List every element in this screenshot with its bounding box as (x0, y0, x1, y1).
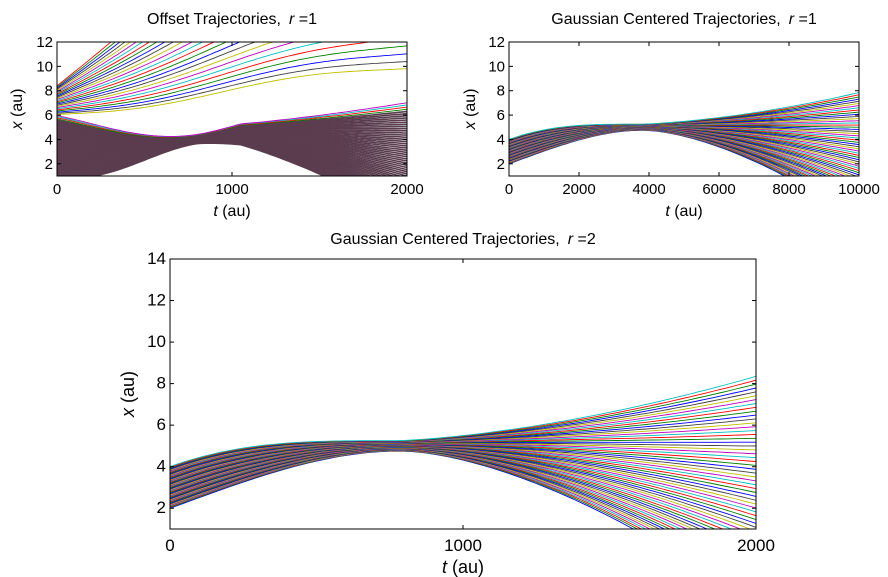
x-tick-label: 1000 (444, 536, 482, 555)
trajectory-line (170, 437, 756, 479)
trajectory-line (57, 42, 132, 91)
trajectory-line (57, 42, 158, 96)
y-tick-label: 4 (157, 457, 166, 476)
trajectory-line (57, 102, 407, 137)
y-tick-label: 2 (497, 156, 505, 173)
x-axis-label: t (au) (442, 557, 484, 577)
y-tick-label: 12 (147, 291, 166, 310)
y-tick-label: 12 (488, 34, 505, 51)
x-tick-label: 2000 (737, 536, 775, 555)
y-axis-label: x (au) (462, 89, 479, 131)
trajectory-line (57, 42, 215, 103)
y-axis-label: x (au) (9, 89, 26, 131)
x-axis-label: t (au) (665, 203, 702, 220)
y-ticks: 2 4 6 8 10 12 (36, 34, 407, 173)
trajectory-line (57, 61, 407, 114)
y-tick-label: 8 (45, 83, 53, 100)
y-tick-label: 6 (45, 107, 53, 124)
trajectory-line (170, 449, 677, 529)
trajectory-lines (57, 42, 407, 176)
plot-frame (169, 258, 757, 530)
y-ticks: 2 4 6 8 10 12 (488, 34, 859, 173)
trajectory-line (57, 42, 193, 100)
x-tick-label: 6000 (702, 181, 735, 198)
trajectory-line (57, 42, 274, 107)
y-tick-label: 10 (147, 332, 166, 351)
x-ticks: 0 1000 2000 (165, 259, 775, 555)
x-tick-label: 0 (53, 181, 61, 198)
panel-gaussian-r2: Gaussian Centered Trajectories, r =2 0 100… (118, 231, 775, 577)
y-tick-label: 8 (157, 374, 166, 393)
trajectory-line (170, 447, 724, 529)
trajectory-lines (170, 375, 756, 529)
trajectory-line (57, 42, 296, 108)
trajectory-line (170, 375, 756, 468)
x-tick-label: 2000 (562, 181, 595, 198)
x-tick-label: 1000 (215, 181, 248, 198)
y-tick-label: 6 (157, 415, 166, 434)
trajectory-lines (509, 92, 859, 176)
trajectory-line (170, 450, 643, 529)
trajectory-line (170, 443, 756, 483)
trajectory-line (57, 42, 121, 89)
panel-gaussian-r1: Gaussian Centered Trajectories, r =1 0 200… (462, 11, 880, 220)
trajectory-line (57, 42, 151, 95)
x-tick-label: 8000 (772, 181, 805, 198)
trajectory-line (57, 68, 407, 115)
trajectory-line (57, 42, 175, 98)
panel-title: Offset Trajectories, r =1 (147, 11, 317, 28)
y-tick-label: 4 (45, 131, 53, 148)
x-axis-label: t (au) (213, 203, 250, 220)
trajectory-line (57, 42, 204, 102)
y-tick-label: 8 (497, 83, 505, 100)
trajectory-line (170, 445, 756, 490)
trajectory-line (509, 92, 859, 140)
trajectory-line (57, 42, 228, 104)
trajectory-line (170, 410, 756, 474)
x-tick-label: 10000 (838, 181, 880, 198)
y-tick-label: 4 (497, 131, 505, 148)
x-tick-label: 4000 (632, 181, 665, 198)
x-tick-label: 2000 (390, 181, 423, 198)
panel-offset-r1: Offset Trajectories, r =1 0 1000 2000 2 4 6 8 1… (9, 11, 424, 220)
trajectory-line (57, 42, 374, 111)
panel-title: Gaussian Centered Trajectories, r =2 (330, 231, 596, 248)
trajectory-line (57, 42, 126, 90)
trajectory-line (57, 42, 184, 99)
trajectory-line (57, 42, 144, 94)
trajectory-line (57, 42, 326, 110)
trajectory-line (57, 42, 257, 106)
y-tick-label: 10 (36, 58, 53, 75)
y-tick-label: 10 (488, 58, 505, 75)
trajectory-line (57, 53, 407, 113)
x-tick-label: 0 (505, 181, 513, 198)
x-tick-label: 0 (165, 536, 174, 555)
trajectory-line (57, 45, 407, 112)
panel-title: Gaussian Centered Trajectories, r =1 (551, 11, 817, 28)
x-ticks: 0 1000 2000 (53, 42, 424, 198)
plot-frame (508, 41, 860, 177)
y-tick-label: 12 (36, 34, 53, 51)
trajectory-line (170, 383, 756, 469)
y-axis-label: x (au) (118, 371, 138, 418)
y-tick-label: 2 (157, 498, 166, 517)
y-ticks: 2 4 6 8 10 12 14 (147, 249, 756, 517)
trajectory-line (57, 42, 166, 97)
trajectory-line (57, 42, 138, 92)
x-ticks: 0 2000 4000 6000 8000 10000 (505, 42, 880, 198)
y-tick-label: 2 (45, 156, 53, 173)
trajectory-line (170, 446, 756, 517)
y-tick-label: 14 (147, 249, 166, 268)
y-tick-label: 6 (497, 107, 505, 124)
